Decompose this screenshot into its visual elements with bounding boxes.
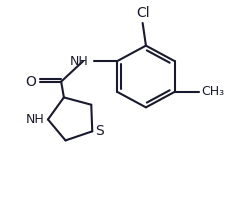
Text: O: O bbox=[25, 75, 36, 89]
Text: Cl: Cl bbox=[136, 6, 149, 20]
Text: CH₃: CH₃ bbox=[201, 85, 224, 98]
Text: NH: NH bbox=[70, 55, 89, 68]
Text: NH: NH bbox=[26, 113, 45, 126]
Text: S: S bbox=[96, 124, 104, 138]
